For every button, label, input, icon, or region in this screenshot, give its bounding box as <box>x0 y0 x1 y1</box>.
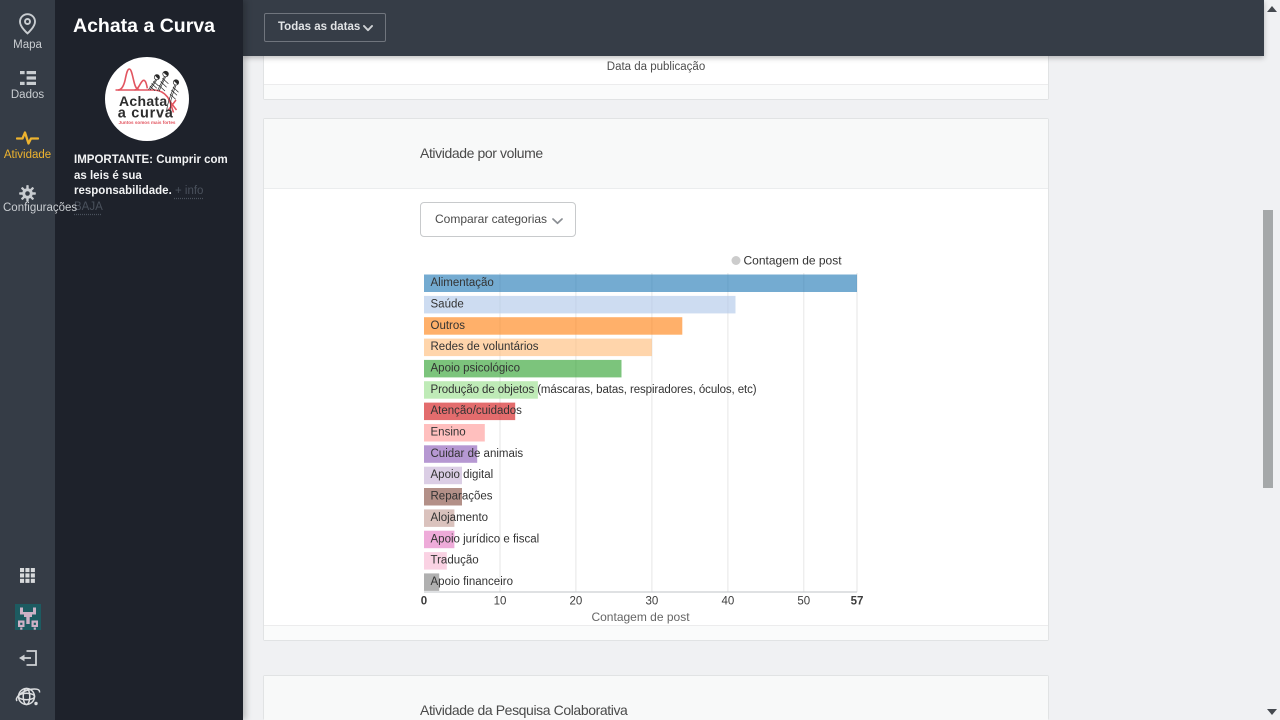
svg-text:Apoio digital: Apoio digital <box>431 469 494 481</box>
svg-text:Contagem de post: Contagem de post <box>591 610 690 624</box>
svg-text:Apoio psicológico: Apoio psicológico <box>431 363 521 375</box>
svg-text:a curva: a curva <box>118 106 174 122</box>
svg-text:30: 30 <box>646 596 659 608</box>
svg-text:Alimentação: Alimentação <box>431 277 494 289</box>
svg-text:Juntos somos mais fortes: Juntos somos mais fortes <box>119 120 176 125</box>
svg-text:50: 50 <box>797 596 810 608</box>
svg-text:Saúde: Saúde <box>431 299 464 311</box>
svg-text:Produção de objetos (máscaras,: Produção de objetos (máscaras, batas, re… <box>431 384 757 396</box>
svg-text:20: 20 <box>570 596 583 608</box>
svg-text:40: 40 <box>722 596 735 608</box>
svg-text:Cuidar de animais: Cuidar de animais <box>431 448 524 460</box>
svg-text:Outros: Outros <box>431 320 466 332</box>
svg-text:Achata: Achata <box>119 93 167 109</box>
svg-text:Alojamento: Alojamento <box>431 512 489 524</box>
svg-text:10: 10 <box>494 596 507 608</box>
svg-text:Contagem de post: Contagem de post <box>744 254 843 268</box>
svg-text:Tradução: Tradução <box>431 555 479 567</box>
svg-text:Redes de voluntários: Redes de voluntários <box>431 341 539 353</box>
svg-text:57: 57 <box>851 596 864 608</box>
svg-text:Atenção/cuidados: Atenção/cuidados <box>431 405 523 417</box>
svg-text:Ensino: Ensino <box>431 427 466 439</box>
svg-text:Reparações: Reparações <box>431 491 493 503</box>
svg-text:Apoio jurídico e fiscal: Apoio jurídico e fiscal <box>431 533 540 545</box>
svg-text:Apoio financeiro: Apoio financeiro <box>431 576 513 588</box>
svg-text:0: 0 <box>421 596 427 608</box>
